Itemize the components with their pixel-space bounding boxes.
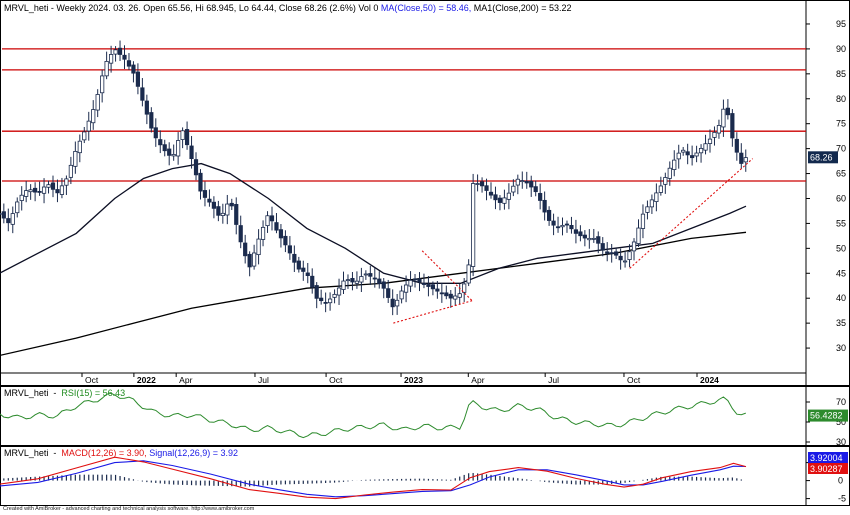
price-pane-title: MRVL_heti - Weekly 2024. 03. 26. Open 65… (4, 3, 572, 13)
macd-label: MACD(12,26) = 3.90, (61, 448, 147, 458)
signal-label: Signal(12,26,9) = 3.92 (149, 448, 239, 458)
macd-pane[interactable]: MRVL_heti - MACD(12,26) = 3.90, Signal(1… (0, 446, 850, 506)
credit-text: Created with AmiBroker - advanced charti… (3, 506, 255, 512)
price-header: MRVL_heti - Weekly 2024. 03. 26. Open 65… (4, 3, 379, 13)
rsi-pane[interactable]: MRVL_heti - RSI(15) = 56.43 (0, 386, 850, 446)
macd-ticker: MRVL_heti (4, 448, 49, 458)
ma50-label: MA(Close,50) = 58.46, (380, 3, 472, 13)
rsi-ticker: MRVL_heti (4, 388, 49, 398)
rsi-pane-title: MRVL_heti - RSI(15) = 56.43 (4, 388, 126, 398)
price-pane[interactable]: MRVL_heti - Weekly 2024. 03. 26. Open 65… (0, 0, 850, 386)
ma200-label: MA1(Close,200) = 53.22 (473, 3, 572, 13)
rsi-label: RSI(15) = 56.43 (61, 388, 126, 398)
macd-pane-title: MRVL_heti - MACD(12,26) = 3.90, Signal(1… (4, 448, 239, 458)
